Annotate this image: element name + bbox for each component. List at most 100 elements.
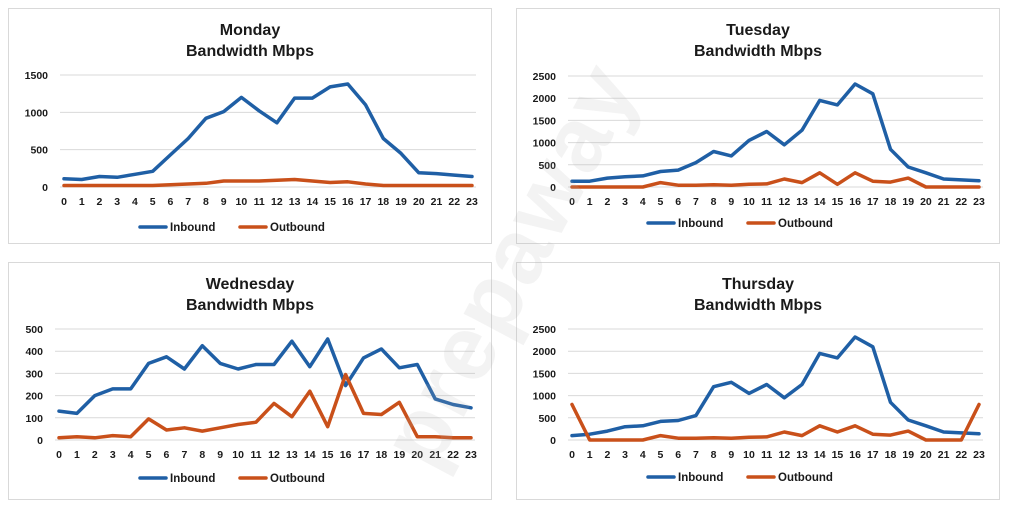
- legend-label-inbound: Inbound: [678, 218, 723, 230]
- x-tick-label: 11: [761, 196, 772, 208]
- x-tick-label: 16: [849, 449, 861, 461]
- x-tick-label: 23: [466, 196, 478, 208]
- x-tick-label: 19: [902, 449, 914, 461]
- y-tick-label: 2500: [533, 324, 557, 336]
- chart-svg-wednesday: Wednesday Bandwidth Mbps 0 100 200 300 400 500 0…: [25, 276, 477, 485]
- chart-panel-thursday: Thursday Bandwidth Mbps 0 500 1000 1500 2000 25…: [516, 262, 1000, 500]
- y-tick-label: 500: [538, 160, 556, 172]
- y-tick-label: 0: [550, 435, 556, 447]
- y-tick-label: 500: [538, 413, 556, 425]
- x-tick-label: 9: [728, 196, 734, 208]
- chart-title: Monday: [220, 22, 281, 39]
- x-tick-label: 3: [114, 196, 120, 208]
- series-line-inbound: [62, 82, 474, 182]
- chart-subtitle: Bandwidth Mbps: [694, 297, 822, 314]
- x-tick-label: 10: [743, 449, 755, 461]
- x-tick-label: 0: [569, 449, 575, 461]
- y-tick-label: 1500: [25, 70, 49, 82]
- x-tick-label: 20: [413, 196, 425, 208]
- x-tick-label: 10: [236, 196, 248, 208]
- x-tick-label: 8: [203, 196, 209, 208]
- x-tick-label: 12: [268, 449, 280, 461]
- x-tick-label: 3: [622, 449, 628, 461]
- x-tick-label: 1: [79, 196, 85, 208]
- x-tick-label: 6: [675, 196, 681, 208]
- series-line-outbound: [570, 402, 981, 442]
- x-tick-label: 14: [307, 196, 319, 208]
- x-tick-label: 16: [849, 196, 861, 208]
- x-tick-label: 2: [604, 196, 610, 208]
- x-tick-label: 11: [250, 449, 261, 461]
- x-tick-label: 10: [743, 196, 755, 208]
- y-tick-label: 0: [37, 435, 43, 447]
- x-tick-label: 14: [814, 449, 826, 461]
- x-tick-label: 15: [322, 449, 334, 461]
- x-tick-label: 1: [587, 449, 593, 461]
- y-tick-label: 0: [550, 182, 556, 194]
- x-tick-label: 13: [796, 196, 808, 208]
- legend-label-outbound: Outbound: [778, 218, 833, 230]
- x-tick-label: 6: [168, 196, 174, 208]
- x-tick-label: 20: [411, 449, 423, 461]
- y-tick-label: 1000: [533, 391, 557, 403]
- x-tick-label: 13: [286, 449, 298, 461]
- x-tick-label: 15: [832, 196, 844, 208]
- y-tick-label: 2500: [533, 71, 557, 83]
- x-tick-label: 8: [711, 449, 717, 461]
- x-tick-label: 11: [254, 196, 265, 208]
- x-tick-label: 21: [429, 449, 441, 461]
- x-tick-label: 0: [569, 196, 575, 208]
- x-tick-label: 8: [199, 449, 205, 461]
- x-tick-label: 4: [640, 449, 646, 461]
- chart-title: Wednesday: [206, 276, 295, 293]
- x-tick-label: 14: [304, 449, 316, 461]
- x-tick-label: 17: [358, 449, 370, 461]
- x-tick-label: 19: [394, 449, 406, 461]
- x-tick-label: 6: [164, 449, 170, 461]
- x-tick-label: 22: [955, 196, 967, 208]
- x-tick-label: 2: [92, 449, 98, 461]
- x-tick-label: 2: [97, 196, 103, 208]
- x-tick-label: 3: [622, 196, 628, 208]
- x-tick-label: 22: [447, 449, 459, 461]
- y-tick-label: 500: [25, 324, 43, 336]
- x-tick-label: 0: [56, 449, 62, 461]
- x-tick-label: 8: [711, 196, 717, 208]
- chart-panel-tuesday: Tuesday Bandwidth Mbps 0 500 1000 1500 2000 250…: [516, 8, 1000, 244]
- x-tick-label: 9: [217, 449, 223, 461]
- x-tick-label: 5: [150, 196, 156, 208]
- legend-label-inbound: Inbound: [678, 472, 723, 484]
- x-tick-label: 6: [675, 449, 681, 461]
- x-tick-label: 21: [431, 196, 443, 208]
- y-tick-label: 1500: [533, 115, 557, 127]
- y-tick-label: 1500: [533, 368, 557, 380]
- legend-label-outbound: Outbound: [270, 473, 325, 485]
- x-tick-label: 1: [74, 449, 80, 461]
- x-tick-label: 19: [902, 196, 914, 208]
- x-tick-label: 0: [61, 196, 67, 208]
- x-tick-label: 16: [342, 196, 354, 208]
- x-tick-label: 19: [395, 196, 407, 208]
- series-line-outbound: [570, 171, 981, 189]
- x-tick-label: 23: [973, 196, 985, 208]
- y-tick-label: 0: [42, 182, 48, 194]
- x-tick-label: 5: [658, 196, 664, 208]
- x-tick-label: 23: [973, 449, 985, 461]
- x-tick-label: 17: [360, 196, 372, 208]
- x-tick-label: 18: [885, 449, 897, 461]
- x-tick-label: 13: [796, 449, 808, 461]
- legend-label-outbound: Outbound: [270, 222, 325, 234]
- x-tick-label: 12: [779, 196, 791, 208]
- x-tick-label: 9: [221, 196, 227, 208]
- x-tick-label: 22: [448, 196, 460, 208]
- x-tick-label: 12: [271, 196, 283, 208]
- x-tick-label: 15: [324, 196, 336, 208]
- chart-subtitle: Bandwidth Mbps: [186, 43, 314, 60]
- x-tick-label: 12: [779, 449, 791, 461]
- x-tick-label: 23: [465, 449, 477, 461]
- x-tick-label: 18: [377, 196, 389, 208]
- y-tick-label: 400: [25, 346, 43, 358]
- x-tick-label: 20: [920, 449, 932, 461]
